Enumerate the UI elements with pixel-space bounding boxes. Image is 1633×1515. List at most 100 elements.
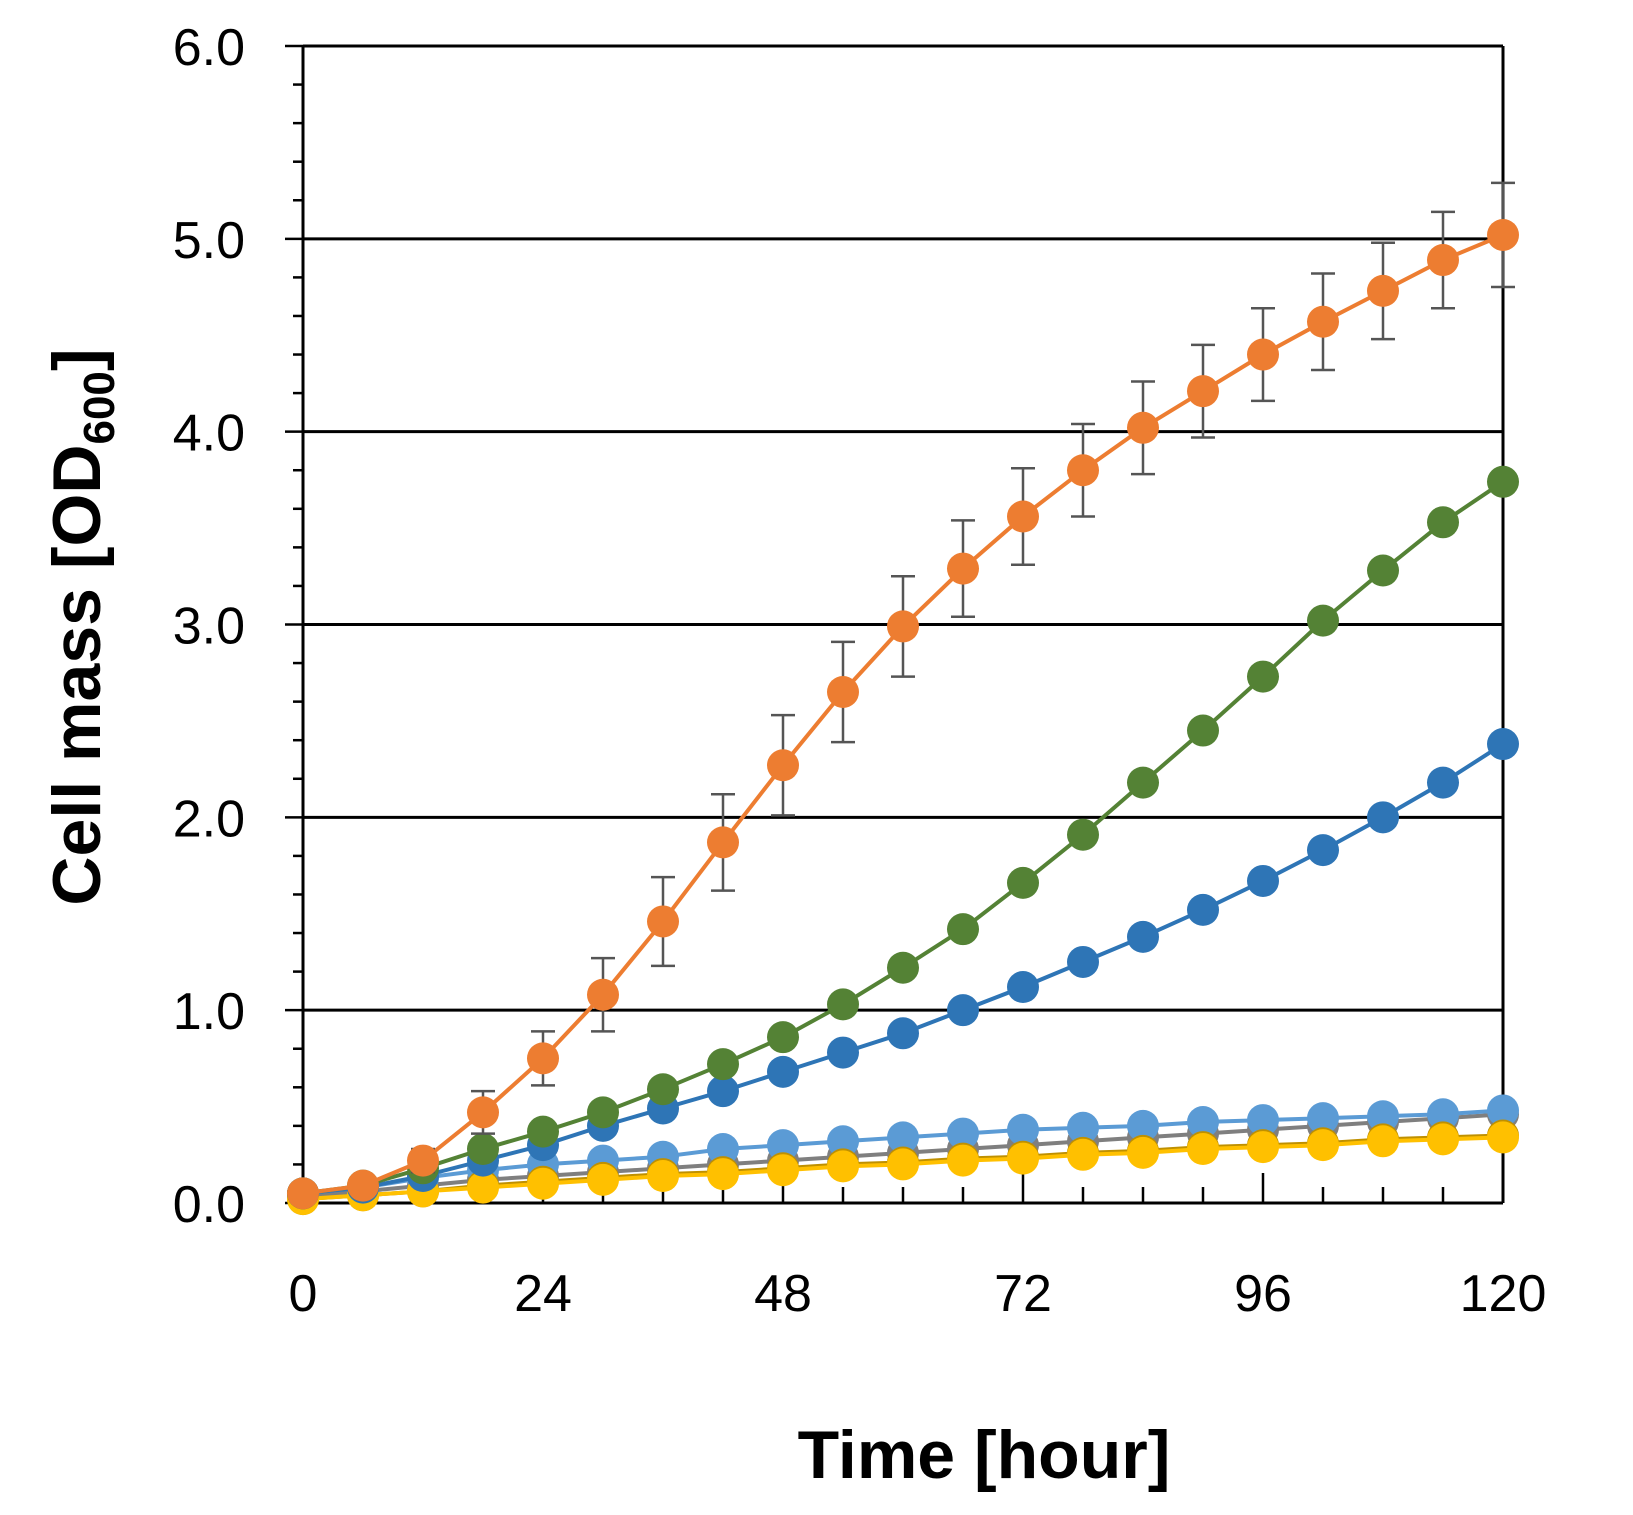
data-point [1067, 1111, 1099, 1144]
tick-labels: 0.0 1.0 2.0 3.0 4.0 5.0 6.0 0 24 48 72 96 120 [173, 19, 1547, 1323]
data-point [707, 1133, 739, 1166]
x-tick-label: 72 [994, 1265, 1052, 1323]
data-point [1367, 1100, 1399, 1133]
data-point [767, 1055, 799, 1088]
data-point [1067, 1138, 1099, 1171]
data-point [707, 1158, 739, 1191]
data-point [767, 1021, 799, 1054]
data-point [527, 1115, 559, 1148]
data-point [1247, 660, 1279, 693]
data-point [1187, 893, 1219, 926]
y-tick-label: 6.0 [173, 19, 245, 77]
x-tick-label: 24 [514, 1265, 572, 1323]
data-point [527, 1042, 559, 1075]
data-point [827, 988, 859, 1021]
data-point [527, 1167, 559, 1200]
data-point [1187, 375, 1219, 408]
data-point [1367, 554, 1399, 587]
y-axis-title: Cell mass [OD600] [39, 348, 124, 905]
data-point [1127, 920, 1159, 953]
x-tick-label: 0 [289, 1265, 318, 1323]
data-point [1487, 465, 1519, 498]
data-point [887, 1121, 919, 1154]
data-point [1007, 866, 1039, 899]
data-point [707, 1075, 739, 1108]
data-point [347, 1169, 379, 1202]
data-point [947, 1117, 979, 1150]
data-point [767, 1129, 799, 1162]
x-axis-title: Time [hour] [798, 1417, 1171, 1493]
data-point [1247, 1104, 1279, 1137]
data-point [1307, 1102, 1339, 1135]
data-point [1187, 1133, 1219, 1166]
data-point [587, 1163, 619, 1196]
y-tick-label: 5.0 [173, 212, 245, 270]
y-axis-title-close: ] [39, 348, 115, 371]
data-point [827, 675, 859, 708]
data-point [647, 1160, 679, 1193]
data-point [1067, 818, 1099, 851]
data-point [467, 1171, 499, 1204]
data-point [1067, 454, 1099, 487]
data-point [1487, 1094, 1519, 1127]
data-point [1307, 604, 1339, 637]
data-point [1427, 244, 1459, 277]
data-point [947, 1144, 979, 1177]
data-point [467, 1133, 499, 1166]
y-tick-label: 3.0 [173, 598, 245, 656]
data-point [1187, 714, 1219, 747]
data-point [587, 978, 619, 1011]
data-point [1007, 1142, 1039, 1175]
data-point [827, 1150, 859, 1183]
data-point [1127, 766, 1159, 799]
data-point [647, 905, 679, 938]
data-point [1427, 506, 1459, 539]
data-point [1487, 728, 1519, 761]
data-point [1247, 338, 1279, 371]
data-point [1007, 1113, 1039, 1146]
data-point [1247, 864, 1279, 897]
data-point [1307, 305, 1339, 338]
series-orange-line [302, 233, 1504, 1196]
data-point [1127, 411, 1159, 444]
data-point [1427, 1123, 1459, 1156]
y-tick-label: 2.0 [173, 790, 245, 848]
data-point [1127, 1136, 1159, 1169]
data-point [827, 1036, 859, 1069]
data-point [947, 552, 979, 585]
data-point [407, 1144, 439, 1177]
x-tick-label: 96 [1234, 1265, 1292, 1323]
data-point [887, 1148, 919, 1181]
data-point [1127, 1109, 1159, 1142]
y-tick-label: 4.0 [173, 405, 245, 463]
data-point [287, 1177, 319, 1210]
data-point [707, 1048, 739, 1081]
data-point [1247, 1131, 1279, 1164]
data-point [1187, 1106, 1219, 1139]
data-point [887, 951, 919, 984]
data-point [767, 1154, 799, 1187]
x-tick-label: 120 [1460, 1265, 1547, 1323]
data-point [707, 826, 739, 859]
data-point [1367, 1125, 1399, 1158]
y-tick-label: 1.0 [173, 983, 245, 1041]
data-point [1487, 218, 1519, 251]
data-point [647, 1073, 679, 1106]
series-orange [287, 181, 1519, 1210]
data-point [827, 1125, 859, 1158]
x-tick-label: 48 [754, 1265, 812, 1323]
data-point [1307, 834, 1339, 867]
data-point [947, 913, 979, 946]
data-point [767, 749, 799, 782]
data-point [587, 1096, 619, 1129]
y-tick-label: 0.0 [173, 1176, 245, 1234]
y-axis-title-main: Cell mass [OD [39, 445, 115, 906]
data-point [887, 1017, 919, 1050]
data-point [1487, 1121, 1519, 1154]
data-series [287, 181, 1519, 1216]
y-axis-title-subscript: 600 [75, 371, 124, 444]
data-point [1427, 1098, 1459, 1131]
data-point [1007, 500, 1039, 533]
